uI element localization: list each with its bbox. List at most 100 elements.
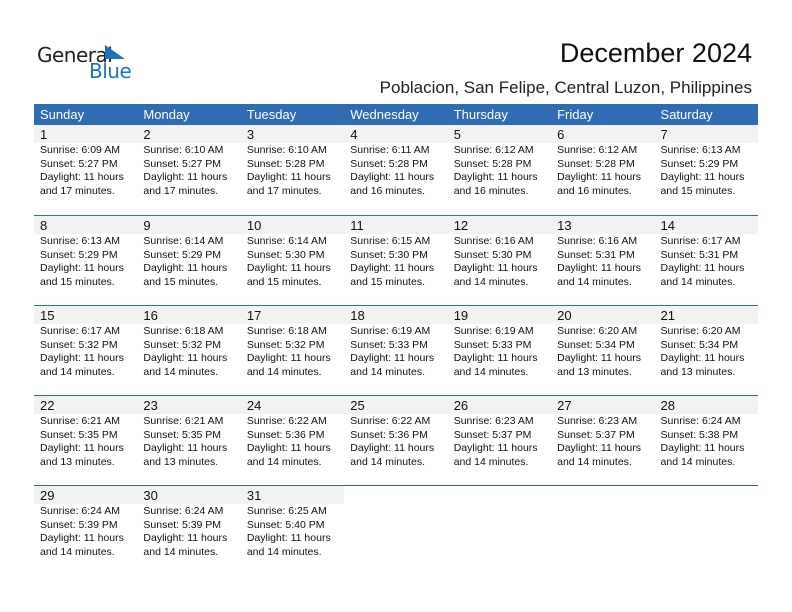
day-cell: 15 Sunrise: 6:17 AM Sunset: 5:32 PM Dayligh… [34, 306, 138, 395]
day-number: 9 [137, 216, 241, 234]
daylight-text: Daylight: 11 hours [40, 442, 124, 454]
sunrise-text: Sunrise: 6:20 AM [660, 325, 741, 337]
logo: General Blue [37, 43, 137, 83]
day-cell: 27 Sunrise: 6:23 AM Sunset: 5:37 PM Dayligh… [551, 396, 655, 485]
minutes-text: and 17 minutes. [40, 184, 115, 197]
minutes-text: and 15 minutes. [40, 275, 115, 288]
page-title: December 2024 [559, 38, 752, 68]
sunrise-text: Sunrise: 6:11 AM [350, 144, 430, 156]
minutes-text: and 14 minutes. [660, 275, 736, 288]
day-info: Sunrise: 6:12 AM Sunset: 5:28 PM Daylight:… [551, 143, 654, 198]
sunset-text: Sunset: 5:40 PM [246, 518, 325, 531]
sunset-text: Sunset: 5:33 PM [453, 338, 532, 351]
day-cell: 12 Sunrise: 6:16 AM Sunset: 5:30 PM Dayligh… [447, 216, 552, 305]
daylight-text: Daylight: 11 hours [453, 352, 538, 364]
sunrise-text: Sunrise: 6:24 AM [660, 415, 741, 427]
weekday-monday: Monday [143, 107, 190, 122]
day-info: Sunrise: 6:17 AM Sunset: 5:31 PM Daylight:… [655, 234, 758, 289]
sunrise-text: Sunrise: 6:22 AM [246, 415, 327, 427]
daylight-text: Daylight: 11 hours [40, 352, 124, 364]
day-number: 4 [344, 125, 448, 143]
day-cell: 24 Sunrise: 6:22 AM Sunset: 5:36 PM Dayligh… [240, 396, 345, 485]
minutes-text: and 14 minutes. [143, 545, 219, 558]
minutes-text: and 14 minutes. [557, 275, 632, 288]
daylight-text: Daylight: 11 hours [246, 171, 331, 183]
sunrise-text: Sunrise: 6:10 AM [143, 144, 224, 156]
day-number: 20 [551, 306, 655, 324]
day-cell: 14 Sunrise: 6:17 AM Sunset: 5:31 PM Dayligh… [654, 216, 758, 305]
minutes-text: and 16 minutes. [350, 184, 425, 197]
day-info: Sunrise: 6:17 AM Sunset: 5:32 PM Daylight:… [34, 324, 137, 379]
sunrise-text: Sunrise: 6:12 AM [557, 144, 638, 156]
day-cell: 1 Sunrise: 6:09 AM Sunset: 5:27 PM Daylight… [34, 125, 138, 215]
day-cell: 28 Sunrise: 6:24 AM Sunset: 5:38 PM Dayligh… [654, 396, 758, 485]
day-info: Sunrise: 6:16 AM Sunset: 5:31 PM Daylight:… [551, 234, 654, 289]
daylight-text: Daylight: 11 hours [246, 442, 331, 454]
sunrise-text: Sunrise: 6:14 AM [246, 235, 327, 247]
day-number: 7 [654, 125, 758, 143]
sunrise-text: Sunrise: 6:17 AM [40, 325, 120, 337]
day-number: 14 [654, 216, 758, 234]
day-number: 19 [447, 306, 552, 324]
daylight-text: Daylight: 11 hours [557, 262, 641, 274]
sunrise-text: Sunrise: 6:21 AM [40, 415, 120, 427]
minutes-text: and 13 minutes. [557, 365, 632, 378]
sunset-text: Sunset: 5:36 PM [350, 428, 428, 441]
day-info: Sunrise: 6:20 AM Sunset: 5:34 PM Daylight:… [551, 324, 654, 379]
sunrise-text: Sunrise: 6:24 AM [40, 505, 120, 517]
day-cell: 26 Sunrise: 6:23 AM Sunset: 5:37 PM Dayligh… [447, 396, 552, 485]
calendar-week: 29 Sunrise: 6:24 AM Sunset: 5:39 PM Dayligh… [34, 485, 758, 575]
day-number: 12 [447, 216, 552, 234]
minutes-text: and 13 minutes. [143, 455, 219, 468]
daylight-text: Daylight: 11 hours [350, 352, 435, 364]
sunset-text: Sunset: 5:32 PM [143, 338, 222, 351]
daylight-text: Daylight: 11 hours [40, 171, 124, 183]
empty-cell [655, 486, 758, 575]
day-number: 5 [447, 125, 552, 143]
day-cell: 21 Sunrise: 6:20 AM Sunset: 5:34 PM Dayligh… [654, 306, 758, 395]
day-cell: 11 Sunrise: 6:15 AM Sunset: 5:30 PM Dayligh… [344, 216, 448, 305]
day-info: Sunrise: 6:13 AM Sunset: 5:29 PM Daylight:… [655, 143, 758, 198]
daylight-text: Daylight: 11 hours [453, 442, 538, 454]
day-number: 27 [551, 396, 655, 414]
minutes-text: and 14 minutes. [453, 275, 529, 288]
sunset-text: Sunset: 5:35 PM [143, 428, 222, 441]
minutes-text: and 14 minutes. [350, 455, 425, 468]
minutes-text: and 14 minutes. [453, 365, 529, 378]
day-cell: 2 Sunrise: 6:10 AM Sunset: 5:27 PM Daylight… [137, 125, 241, 215]
day-info: Sunrise: 6:25 AM Sunset: 5:40 PM Daylight:… [241, 504, 344, 559]
sunset-text: Sunset: 5:36 PM [246, 428, 325, 441]
sunset-text: Sunset: 5:32 PM [40, 338, 118, 351]
day-cell: 8 Sunrise: 6:13 AM Sunset: 5:29 PM Daylight… [34, 216, 138, 305]
minutes-text: and 13 minutes. [40, 455, 115, 468]
sunset-text: Sunset: 5:28 PM [246, 157, 325, 170]
minutes-text: and 14 minutes. [557, 455, 632, 468]
day-cell: 7 Sunrise: 6:13 AM Sunset: 5:29 PM Daylight… [654, 125, 758, 215]
day-cell: 22 Sunrise: 6:21 AM Sunset: 5:35 PM Dayligh… [34, 396, 138, 485]
sunset-text: Sunset: 5:37 PM [557, 428, 635, 441]
minutes-text: and 13 minutes. [660, 365, 736, 378]
daylight-text: Daylight: 11 hours [453, 262, 538, 274]
sunset-text: Sunset: 5:29 PM [143, 248, 222, 261]
sunrise-text: Sunrise: 6:21 AM [143, 415, 224, 427]
minutes-text: and 16 minutes. [453, 184, 529, 197]
sunset-text: Sunset: 5:34 PM [660, 338, 739, 351]
sunset-text: Sunset: 5:30 PM [246, 248, 325, 261]
logo-text-general: General [37, 43, 113, 67]
day-cell: 23 Sunrise: 6:21 AM Sunset: 5:35 PM Dayligh… [137, 396, 241, 485]
day-cell: 13 Sunrise: 6:16 AM Sunset: 5:31 PM Dayligh… [551, 216, 655, 305]
sunset-text: Sunset: 5:31 PM [660, 248, 739, 261]
sunset-text: Sunset: 5:28 PM [453, 157, 532, 170]
day-cell: 30 Sunrise: 6:24 AM Sunset: 5:39 PM Dayligh… [137, 486, 241, 575]
sunrise-text: Sunrise: 6:12 AM [453, 144, 534, 156]
day-info: Sunrise: 6:18 AM Sunset: 5:32 PM Daylight:… [137, 324, 240, 379]
day-number: 29 [34, 486, 138, 504]
daylight-text: Daylight: 11 hours [660, 442, 745, 454]
sunset-text: Sunset: 5:27 PM [40, 157, 118, 170]
sunrise-text: Sunrise: 6:15 AM [350, 235, 431, 247]
day-cell: 25 Sunrise: 6:22 AM Sunset: 5:36 PM Dayligh… [344, 396, 448, 485]
day-cell: 31 Sunrise: 6:25 AM Sunset: 5:40 PM Dayligh… [240, 486, 345, 575]
sunrise-text: Sunrise: 6:17 AM [660, 235, 741, 247]
calendar-week: 15 Sunrise: 6:17 AM Sunset: 5:32 PM Dayligh… [34, 305, 758, 395]
day-number: 16 [137, 306, 241, 324]
